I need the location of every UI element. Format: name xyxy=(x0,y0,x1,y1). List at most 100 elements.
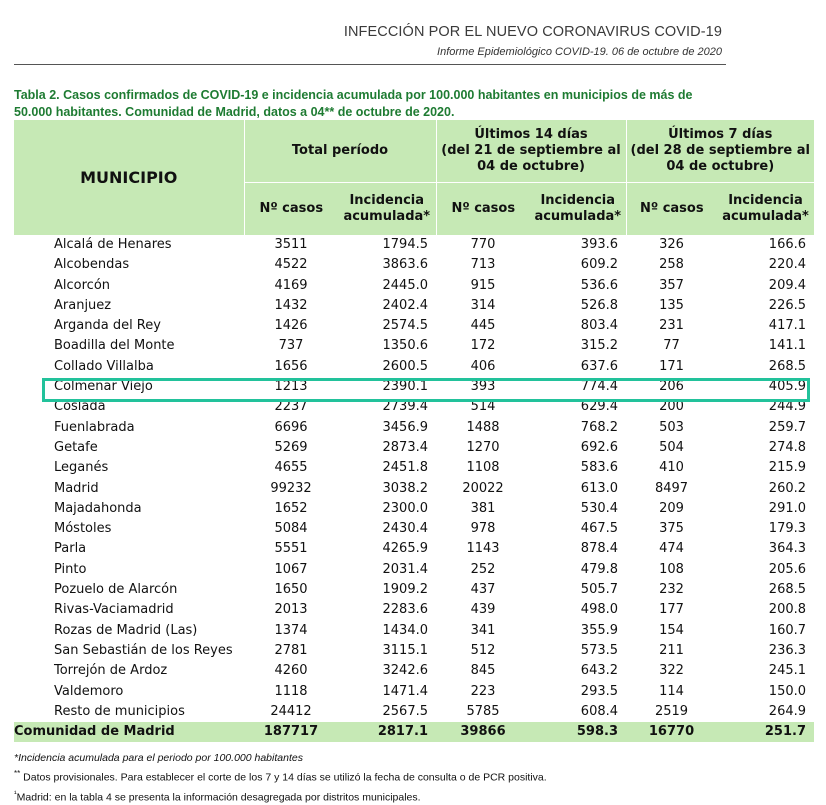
cell-incidence: 3242.6 xyxy=(338,661,436,681)
cell-incidence: 1471.4 xyxy=(338,682,436,702)
period-total-label: Total período xyxy=(292,143,388,158)
cell-name: San Sebastián de los Reyes xyxy=(14,641,244,661)
cell-cases-14: 341 xyxy=(436,621,530,641)
cell-cases-7: 177 xyxy=(626,600,717,620)
cell-cases-7: 77 xyxy=(626,336,717,356)
total-row: Comunidad de Madrid 187717 2817.1 39866 … xyxy=(14,722,814,742)
cell-incidence-14: 393.6 xyxy=(530,235,626,255)
table-caption: Tabla 2. Casos confirmados de COVID-19 e… xyxy=(14,87,724,121)
cell-cases-14: 381 xyxy=(436,499,530,519)
cell-incidence-14: 355.9 xyxy=(530,621,626,641)
period-header-total: Total período xyxy=(244,120,436,183)
cell-name: Parla xyxy=(14,539,244,559)
cell-incidence-14: 536.6 xyxy=(530,276,626,296)
cell-cases-14: 1143 xyxy=(436,539,530,559)
cell-cases: 99232 xyxy=(244,479,338,499)
cell-name: Fuenlabrada xyxy=(14,418,244,438)
cell-cases-7: 232 xyxy=(626,580,717,600)
cell-incidence-7: 179.3 xyxy=(717,519,814,539)
cell-cases: 5551 xyxy=(244,539,338,559)
subheader-incidence-total: Incidencia acumulada* xyxy=(338,183,436,236)
cell-name: Torrejón de Ardoz xyxy=(14,661,244,681)
cell-cases-7: 503 xyxy=(626,418,717,438)
cell-incidence: 2402.4 xyxy=(338,296,436,316)
cell-cases: 24412 xyxy=(244,702,338,722)
cell-name: Alcorcón xyxy=(14,276,244,296)
cell-cases: 5084 xyxy=(244,519,338,539)
cell-incidence: 2451.8 xyxy=(338,458,436,478)
total-incidence-14: 598.3 xyxy=(530,722,626,742)
cell-incidence: 3863.6 xyxy=(338,255,436,275)
cell-cases-7: 410 xyxy=(626,458,717,478)
table-header-row: MUNICIPIO Total período Últimos 14 días … xyxy=(14,120,814,183)
cell-incidence-14: 768.2 xyxy=(530,418,626,438)
cell-incidence: 2574.5 xyxy=(338,316,436,336)
cell-incidence-7: 200.8 xyxy=(717,600,814,620)
cell-cases: 1067 xyxy=(244,560,338,580)
incidence-label-line2: acumulada* xyxy=(338,209,436,225)
cell-incidence: 3456.9 xyxy=(338,418,436,438)
cell-cases-7: 171 xyxy=(626,357,717,377)
cell-cases: 3511 xyxy=(244,235,338,255)
header-divider xyxy=(14,64,726,65)
cell-cases-14: 512 xyxy=(436,641,530,661)
cell-incidence: 1350.6 xyxy=(338,336,436,356)
cell-cases-14: 223 xyxy=(436,682,530,702)
cell-incidence: 2300.0 xyxy=(338,499,436,519)
cell-cases-7: 211 xyxy=(626,641,717,661)
cell-incidence-7: 260.2 xyxy=(717,479,814,499)
footnote-provisional: ** Datos provisionales. Para establecer … xyxy=(14,766,547,786)
cell-cases-7: 2519 xyxy=(626,702,717,722)
period-header-14-days: Últimos 14 días (del 21 de septiembre al… xyxy=(436,120,626,183)
cell-incidence-7: 274.8 xyxy=(717,438,814,458)
cell-incidence: 2283.6 xyxy=(338,600,436,620)
cell-cases-14: 5785 xyxy=(436,702,530,722)
cell-incidence: 1434.0 xyxy=(338,621,436,641)
cell-incidence-7: 141.1 xyxy=(717,336,814,356)
cell-cases-7: 209 xyxy=(626,499,717,519)
cell-cases: 4655 xyxy=(244,458,338,478)
total-incidence: 2817.1 xyxy=(338,722,436,742)
cell-incidence-7: 268.5 xyxy=(717,580,814,600)
incidence-label-line2: acumulada* xyxy=(530,209,626,225)
cell-incidence: 3038.2 xyxy=(338,479,436,499)
cell-cases: 1652 xyxy=(244,499,338,519)
cell-incidence: 2600.5 xyxy=(338,357,436,377)
period-14-line3: 04 de octubre) xyxy=(437,159,626,175)
footnote-incidence: *Incidencia acumulada para el periodo po… xyxy=(14,751,547,766)
cell-cases: 1426 xyxy=(244,316,338,336)
cell-incidence-7: 160.7 xyxy=(717,621,814,641)
footnote-provisional-text: Datos provisionales. Para establecer el … xyxy=(23,772,547,784)
cell-cases-14: 20022 xyxy=(436,479,530,499)
cell-incidence-14: 293.5 xyxy=(530,682,626,702)
cell-name: Resto de municipios xyxy=(14,702,244,722)
cell-cases: 5269 xyxy=(244,438,338,458)
cell-incidence-7: 236.3 xyxy=(717,641,814,661)
cell-incidence-7: 215.9 xyxy=(717,458,814,478)
cell-cases-14: 915 xyxy=(436,276,530,296)
total-cases-14: 39866 xyxy=(436,722,530,742)
cell-incidence-7: 291.0 xyxy=(717,499,814,519)
cell-cases: 1374 xyxy=(244,621,338,641)
period-14-line1: Últimos 14 días xyxy=(437,127,626,143)
cell-cases-14: 770 xyxy=(436,235,530,255)
cell-cases: 737 xyxy=(244,336,338,356)
cell-name: Leganés xyxy=(14,458,244,478)
cell-cases-7: 375 xyxy=(626,519,717,539)
cell-name: Arganda del Rey xyxy=(14,316,244,336)
incidence-label-line2: acumulada* xyxy=(717,209,814,225)
total-cases: 187717 xyxy=(244,722,338,742)
